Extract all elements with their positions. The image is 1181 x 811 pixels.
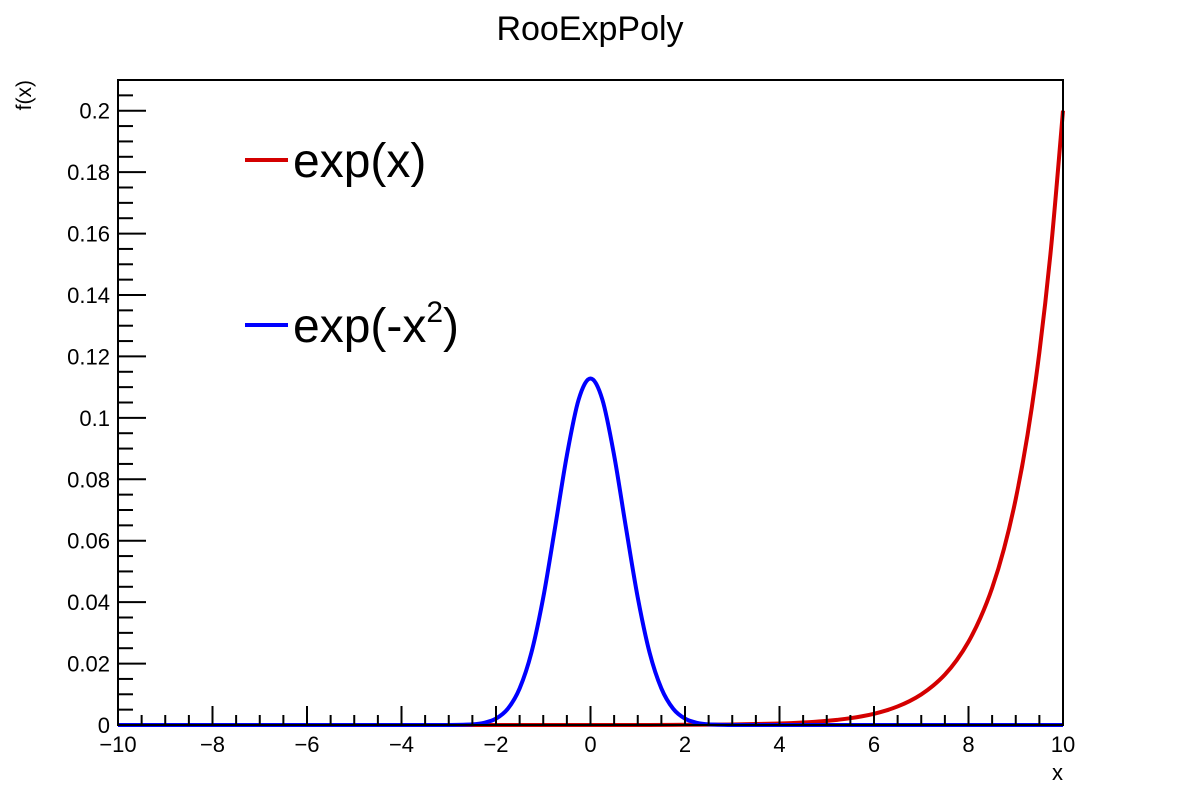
y-tick-label: 0.02 <box>67 652 110 677</box>
plot-frame <box>117 79 1064 726</box>
x-tick-label: −4 <box>389 732 414 757</box>
chart-title: RooExpPoly <box>496 10 683 48</box>
series-line-1 <box>117 376 1063 728</box>
x-tick-label: 0 <box>584 732 596 757</box>
x-tick-label: −6 <box>294 732 319 757</box>
y-tick-label: 0.2 <box>79 99 110 124</box>
x-tick-label: −2 <box>483 732 508 757</box>
x-tick-label: −8 <box>200 732 225 757</box>
x-tick-label: 4 <box>773 732 785 757</box>
axes: −10 −8 −6 −4 −2 0 2 4 6 8 10 0 0.02 0.04 0.06 0.08 0.1 0.… <box>67 79 1075 757</box>
y-tick-label: 0.12 <box>67 344 110 369</box>
x-tick-label: 6 <box>868 732 880 757</box>
legend: exp(x) exp(-x2) <box>245 135 459 353</box>
y-axis-label: f(x) <box>13 80 36 110</box>
y-tick-label: 0.04 <box>67 590 110 615</box>
y-tick-label: 0.14 <box>67 283 110 308</box>
x-axis-label: x <box>1052 760 1063 785</box>
legend-label: exp(-x2) <box>293 296 459 353</box>
y-tick-label: 0.1 <box>79 406 110 431</box>
x-tick-label: 2 <box>679 732 691 757</box>
y-tick-label: 0.06 <box>67 529 110 554</box>
legend-label: exp(x) <box>293 135 426 188</box>
x-tick-label: −10 <box>99 732 136 757</box>
y-tick-label: 0.08 <box>67 467 110 492</box>
series-line-0 <box>117 110 1065 727</box>
x-tick-label: 10 <box>1051 732 1075 757</box>
y-tick-label: 0.16 <box>67 222 110 247</box>
plot-curves <box>117 110 1065 728</box>
x-tick-label: 8 <box>962 732 974 757</box>
y-tick-label: 0.18 <box>67 160 110 185</box>
y-tick-label: 0 <box>98 713 110 738</box>
